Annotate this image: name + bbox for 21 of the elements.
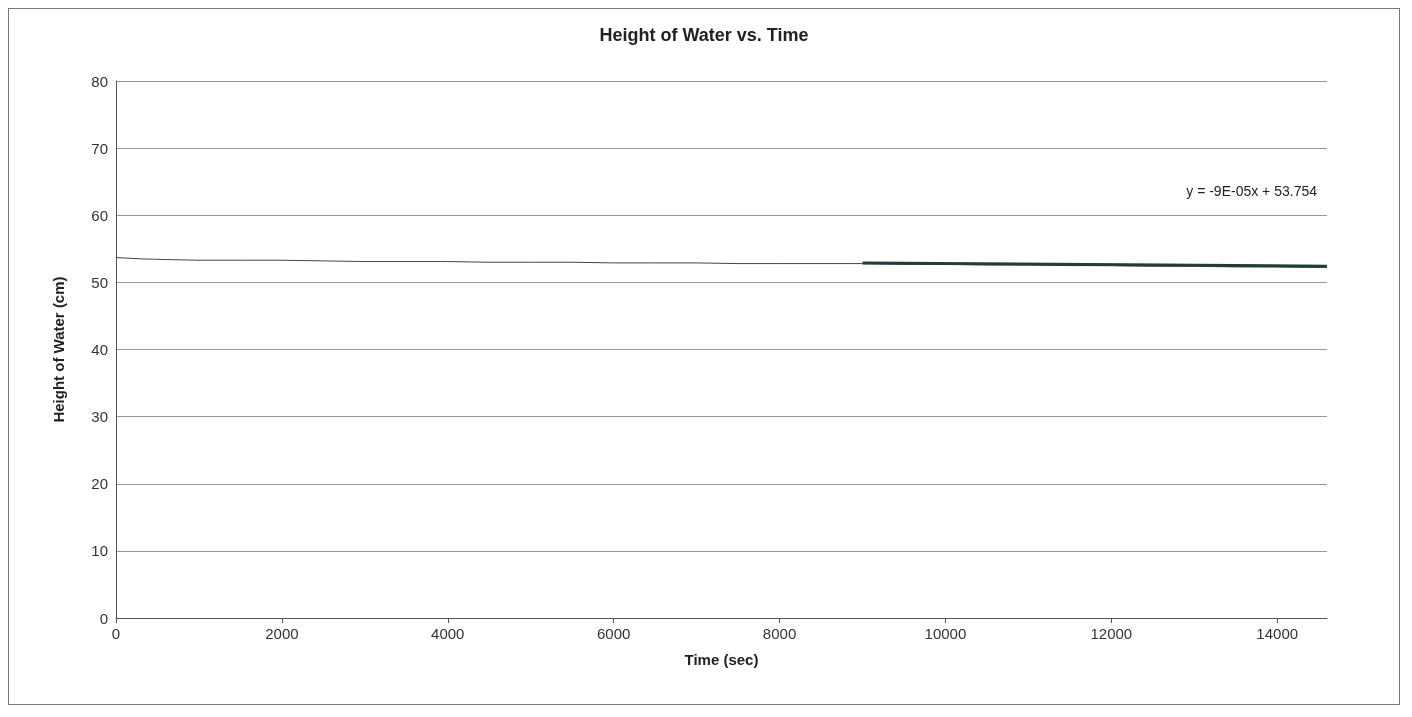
x-tick-label: 14000 — [1256, 625, 1299, 642]
y-axis-title: Height of Water (cm) — [50, 276, 67, 423]
x-tick-label: 0 — [111, 625, 121, 642]
chart-title: Height of Water vs. Time — [599, 25, 809, 45]
annotation: y = -9E-05x + 53.754 — [1186, 183, 1318, 199]
x-tick-label: 4000 — [431, 625, 465, 642]
y-tick-label: 20 — [91, 475, 108, 493]
x-axis-title: Time (sec) — [684, 651, 759, 668]
x-tick-label: 10000 — [924, 625, 967, 642]
y-tick-label: 60 — [91, 206, 108, 224]
x-tick-label: 12000 — [1090, 625, 1133, 642]
y-tick-label: 40 — [91, 341, 108, 358]
x-tick-label: 6000 — [596, 625, 631, 642]
y-tick-label: 10 — [91, 542, 108, 560]
y-tick-label: 70 — [91, 139, 108, 157]
y-tick-label: 50 — [91, 273, 108, 291]
y-tick-label: 30 — [91, 408, 108, 426]
x-tick-label: 8000 — [762, 625, 797, 642]
y-tick-label: 80 — [91, 72, 108, 90]
y-tick-label: 0 — [99, 609, 108, 627]
x-tick-label: 2000 — [265, 625, 299, 642]
